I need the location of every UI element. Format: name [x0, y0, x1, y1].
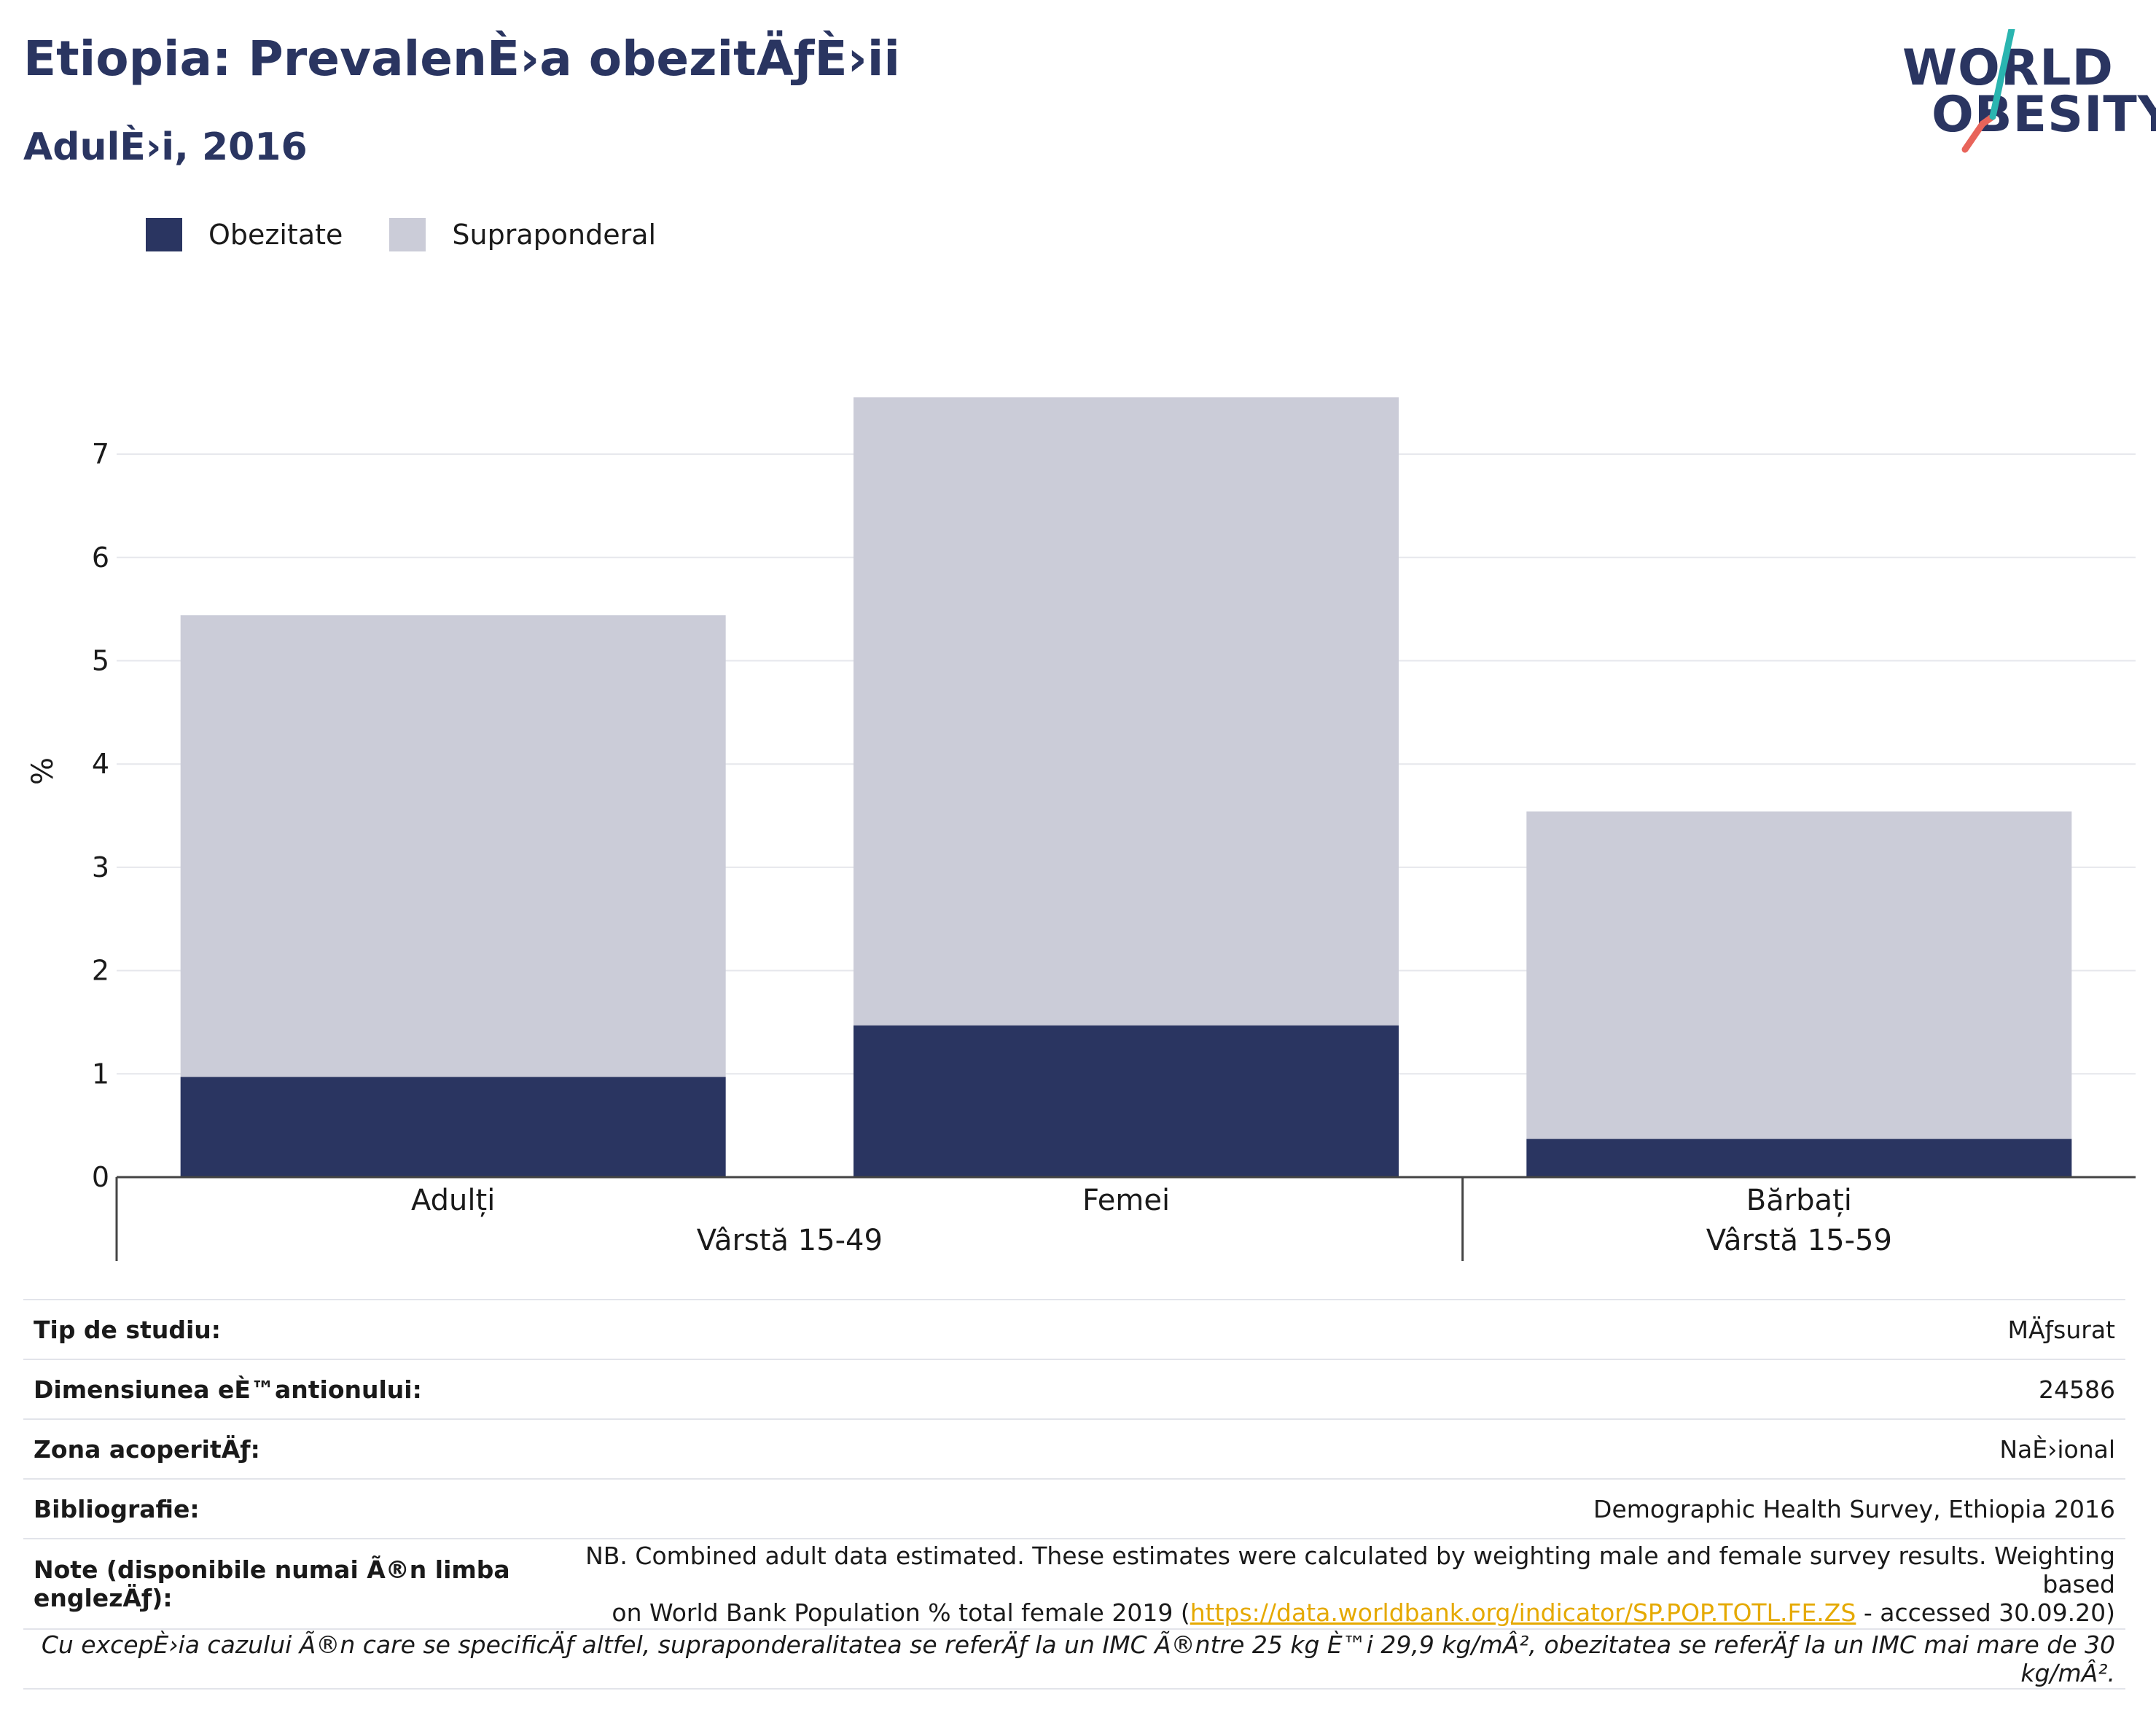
x-group-label: Vârstă 15-49	[697, 1224, 883, 1257]
y-tick-label: 3	[92, 851, 109, 883]
bar-segment-supraponderal	[1526, 811, 2072, 1139]
bar-chart: 0 1 2 3 4 5 6 7% Adulți Femei Bărbați Vârstă 15-49 V…	[26, 397, 2136, 1261]
note-line-2: on World Bank Population % total female …	[612, 1598, 1190, 1627]
info-label: Bibliografie:	[23, 1478, 558, 1539]
legend-item-obezitate[interactable]: Obezitate	[146, 218, 343, 251]
info-label: Dimensiunea eÈ™antionului:	[23, 1359, 558, 1419]
info-value: MÄƒsurat	[558, 1299, 2125, 1359]
y-tick-label: 0	[92, 1161, 109, 1193]
bar-segment-obezitate	[854, 1025, 1399, 1177]
y-tick-label: 2	[92, 955, 109, 987]
info-row-notes: Note (disponibile numai Ã®n limba englez…	[23, 1538, 2125, 1629]
legend-label-obezitate: Obezitate	[208, 219, 343, 251]
info-row-study-type: Tip de studiu: MÄƒsurat	[23, 1299, 2125, 1359]
info-note-text: NB. Combined adult data estimated. These…	[558, 1538, 2125, 1629]
legend-label-supraponderal: Supraponderal	[452, 219, 657, 251]
y-tick-label: 6	[92, 542, 109, 574]
info-row-footnote: Cu excepÈ›ia cazului Ã®n care se specifi…	[23, 1628, 2125, 1690]
x-tick-label: Adulți	[411, 1184, 495, 1217]
bar-segment-obezitate	[1526, 1139, 2072, 1177]
page-subtitle: AdulÈ›i, 2016	[23, 125, 308, 169]
info-value: Demographic Health Survey, Ethiopia 2016	[558, 1478, 2125, 1539]
info-label: Zona acoperitÄƒ:	[23, 1418, 558, 1479]
logo-text-obesity: OBESITY	[1932, 86, 2156, 144]
survey-info-table: Tip de studiu: MÄƒsurat Dimensiunea eÈ™a…	[23, 1299, 2125, 1690]
info-row-coverage: Zona acoperitÄƒ: NaÈ›ional	[23, 1418, 2125, 1479]
legend-swatch-supraponderal	[389, 218, 426, 251]
logo-slash-icon	[1961, 29, 2015, 153]
legend-swatch-obezitate	[146, 218, 182, 251]
x-group-label: Vârstă 15-59	[1706, 1224, 1892, 1257]
world-obesity-logo: WORLD OBESITY	[1902, 29, 2156, 160]
info-label: Tip de studiu:	[23, 1299, 558, 1359]
info-row-bibliography: Bibliografie: Demographic Health Survey,…	[23, 1478, 2125, 1539]
y-axis-label: %	[26, 757, 60, 785]
info-value: NaÈ›ional	[558, 1418, 2125, 1479]
bar-segment-supraponderal	[180, 615, 726, 1077]
info-value: 24586	[558, 1359, 2125, 1419]
bar-segment-obezitate	[180, 1077, 726, 1177]
footnote-text: Cu excepÈ›ia cazului Ã®n care se specifi…	[23, 1628, 2125, 1690]
y-tick-label: 1	[92, 1058, 109, 1090]
legend-item-supraponderal[interactable]: Supraponderal	[389, 218, 656, 251]
chart-legend: Obezitate Supraponderal	[146, 216, 703, 254]
y-tick-label: 7	[92, 438, 109, 470]
x-tick-label: Bărbați	[1746, 1184, 1852, 1217]
page-title: Etiopia: PrevalenÈ›a obezitÄƒÈ›ii	[23, 31, 901, 87]
y-tick-label: 5	[92, 645, 109, 677]
note-line-3: - accessed 30.09.20)	[1856, 1598, 2115, 1627]
info-label: Note (disponibile numai Ã®n limba englez…	[23, 1538, 558, 1629]
y-tick-label: 4	[92, 748, 109, 780]
note-link[interactable]: https://data.worldbank.org/indicator/SP.…	[1190, 1598, 1856, 1627]
note-line-1: NB. Combined adult data estimated. These…	[585, 1541, 2115, 1598]
x-tick-label: Femei	[1082, 1184, 1170, 1217]
info-row-sample-size: Dimensiunea eÈ™antionului: 24586	[23, 1359, 2125, 1419]
bar-segment-supraponderal	[854, 397, 1399, 1026]
